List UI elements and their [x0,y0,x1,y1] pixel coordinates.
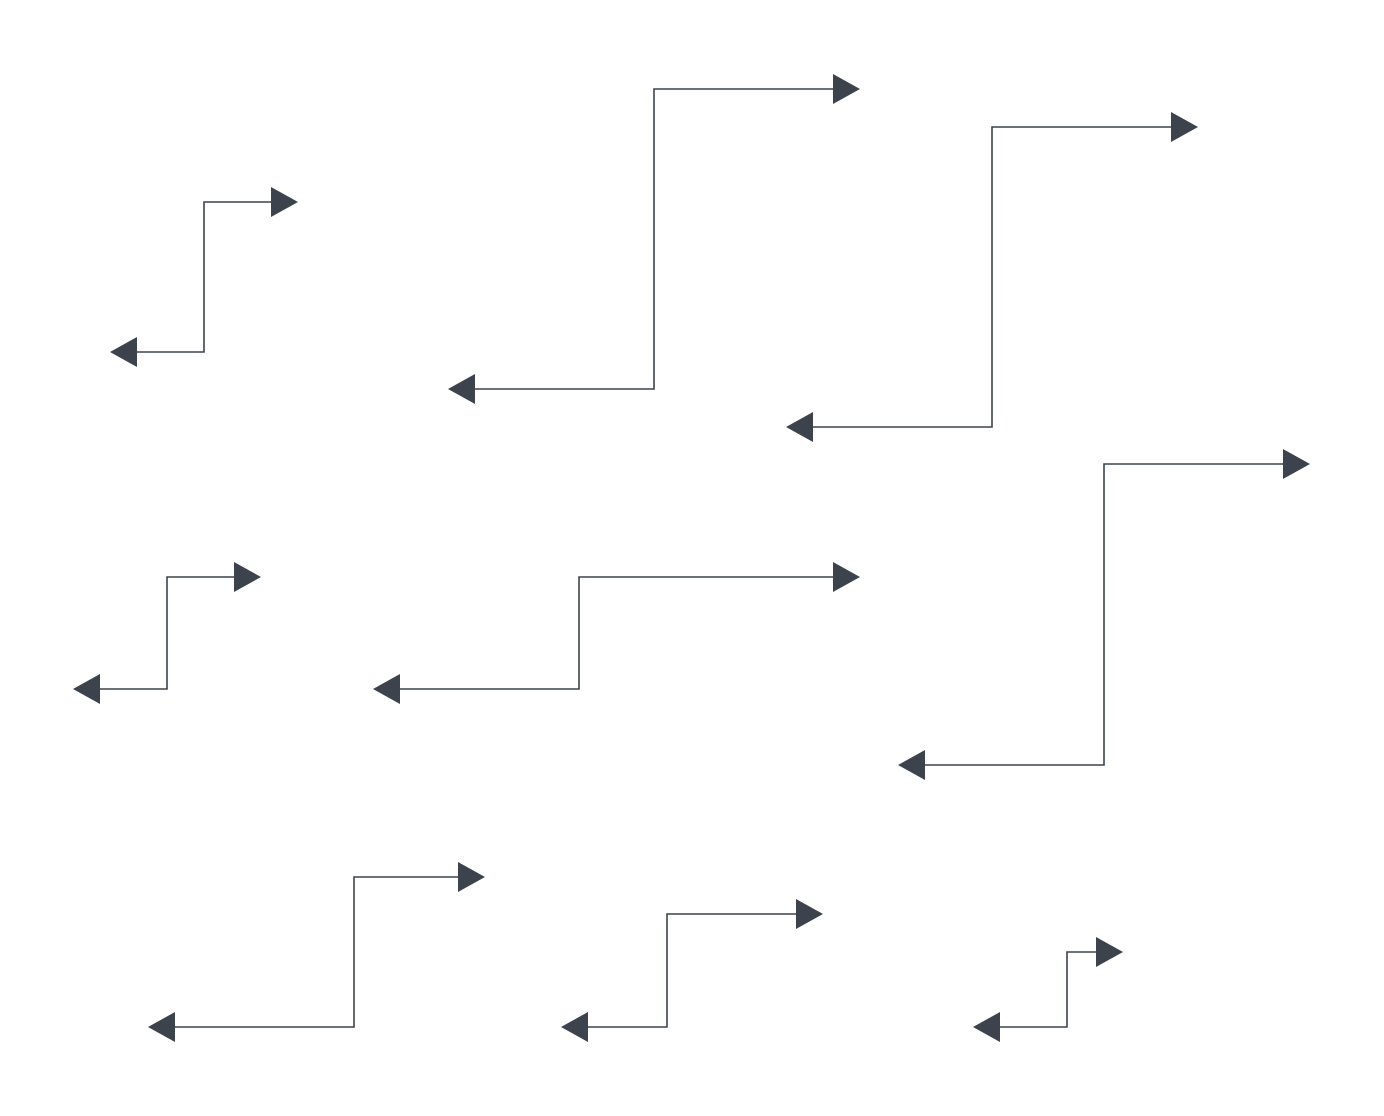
connector-7-arrow-left-icon [148,1012,175,1042]
connector-2-arrow-right-icon [833,74,860,104]
connector-3-arrow-left-icon [786,412,813,442]
connector-6-line [924,463,1284,766]
connector-3-arrow-right-icon [1171,112,1198,142]
connector-5-arrow-right-icon [833,562,860,592]
connector-1-line [136,201,272,353]
connector-3-line [812,126,1172,428]
connector-9-arrow-right-icon [1096,937,1123,967]
connector-1-arrow-right-icon [271,187,298,217]
connector-4 [73,562,261,704]
connector-7 [148,862,485,1042]
connector-3 [786,112,1198,442]
connector-6 [898,449,1310,780]
connector-8-arrow-left-icon [561,1012,588,1042]
connector-1-arrow-left-icon [110,337,137,367]
connector-8-line [587,913,797,1028]
connector-2-line [474,88,834,390]
connector-5-arrow-left-icon [373,674,400,704]
connector-9-line [999,951,1097,1028]
connector-7-line [174,876,459,1028]
connector-2 [448,74,860,404]
connector-5 [373,562,860,704]
connector-6-arrow-left-icon [898,750,925,780]
connector-4-arrow-left-icon [73,674,100,704]
connector-7-arrow-right-icon [458,862,485,892]
connector-4-line [99,576,235,690]
connector-9-arrow-left-icon [973,1012,1000,1042]
connector-2-arrow-left-icon [448,374,475,404]
connector-5-line [399,576,834,690]
connector-6-arrow-right-icon [1283,449,1310,479]
connector-9 [973,937,1123,1042]
connector-8-arrow-right-icon [796,899,823,929]
connector-1 [110,187,298,367]
connector-4-arrow-right-icon [234,562,261,592]
connector-8 [561,899,823,1042]
